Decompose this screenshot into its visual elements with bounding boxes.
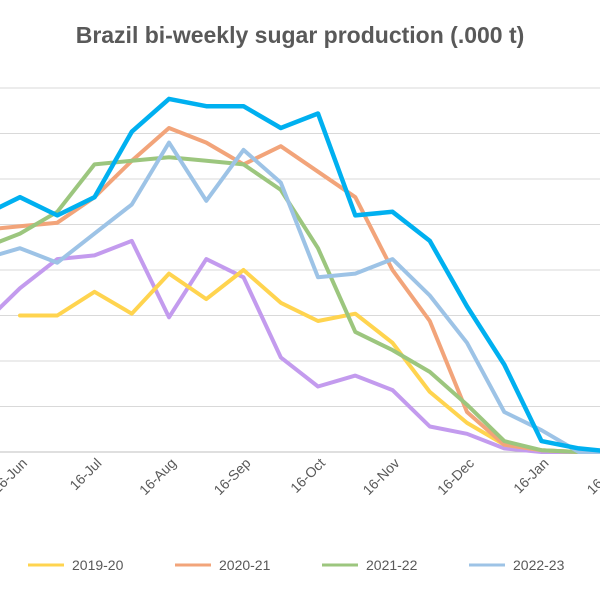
series-line-2020-21 <box>0 126 600 454</box>
series-line-2023-24 <box>0 96 600 453</box>
x-tick-label: 16-Nov <box>359 455 402 498</box>
x-tick-label: 16-Jul <box>66 455 104 493</box>
x-tick-label: 16-Jun <box>0 455 30 497</box>
legend-label: 2020-21 <box>219 557 271 573</box>
series-line-2021-22 <box>0 155 600 454</box>
x-axis-tick-labels: 16-Jun 16-Jul 16-Aug 16-Sep 16-Oct 16-Nov 16-D… <box>0 455 600 498</box>
x-tick-label: 16-Aug <box>136 455 179 498</box>
chart-title: Brazil bi-weekly sugar production (.000 … <box>75 22 525 48</box>
x-tick-label: 16-Sep <box>210 455 253 498</box>
series-lines <box>0 96 600 454</box>
legend-label: 2021-22 <box>366 557 418 573</box>
x-tick-label: 16-Dec <box>434 455 477 498</box>
x-tick-label: 16-Oct <box>287 455 328 496</box>
series-line-2022-23 <box>0 140 600 454</box>
series-line-2019-20 <box>18 268 581 454</box>
legend-label: 2022-23 <box>513 557 565 573</box>
x-tick-label: 16-Feb <box>583 455 600 498</box>
x-tick-label: 16-Jan <box>510 455 552 497</box>
gridlines <box>0 87 600 453</box>
legend-label: 2019-20 <box>72 557 124 573</box>
series-line-unlabeled <box>0 238 581 454</box>
